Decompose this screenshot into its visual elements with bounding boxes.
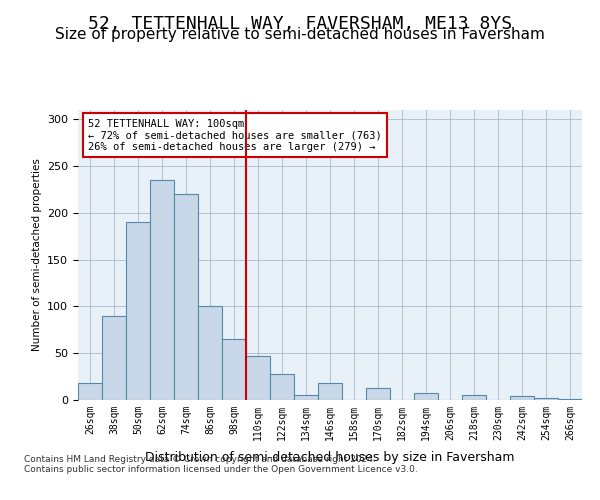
X-axis label: Distribution of semi-detached houses by size in Faversham: Distribution of semi-detached houses by … bbox=[145, 451, 515, 464]
Bar bbox=[222, 339, 246, 400]
Y-axis label: Number of semi-detached properties: Number of semi-detached properties bbox=[32, 158, 41, 352]
Bar bbox=[270, 374, 294, 400]
Bar bbox=[78, 383, 102, 400]
Bar bbox=[150, 180, 174, 400]
Text: Size of property relative to semi-detached houses in Faversham: Size of property relative to semi-detach… bbox=[55, 28, 545, 42]
Bar bbox=[462, 396, 486, 400]
Bar bbox=[174, 194, 198, 400]
Bar bbox=[534, 398, 558, 400]
Bar bbox=[246, 356, 270, 400]
Text: Contains HM Land Registry data © Crown copyright and database right 2024.
Contai: Contains HM Land Registry data © Crown c… bbox=[24, 455, 418, 474]
Text: 52, TETTENHALL WAY, FAVERSHAM, ME13 8YS: 52, TETTENHALL WAY, FAVERSHAM, ME13 8YS bbox=[88, 15, 512, 33]
Bar bbox=[558, 399, 582, 400]
Bar bbox=[318, 383, 342, 400]
Bar bbox=[126, 222, 150, 400]
Bar bbox=[198, 306, 222, 400]
Bar bbox=[510, 396, 534, 400]
Text: 52 TETTENHALL WAY: 100sqm
← 72% of semi-detached houses are smaller (763)
26% of: 52 TETTENHALL WAY: 100sqm ← 72% of semi-… bbox=[88, 118, 382, 152]
Bar bbox=[414, 392, 438, 400]
Bar bbox=[102, 316, 126, 400]
Bar bbox=[294, 396, 318, 400]
Bar bbox=[366, 388, 390, 400]
